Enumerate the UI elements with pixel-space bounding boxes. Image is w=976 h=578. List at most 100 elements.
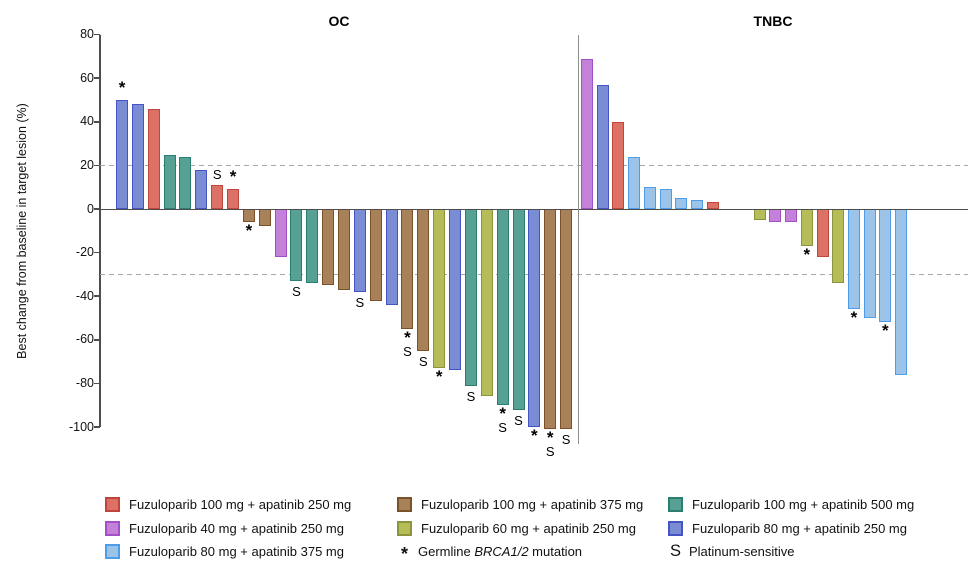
bar [785, 209, 798, 223]
panel-title-oc: OC [328, 13, 350, 29]
legend-item: Fuzuloparib 80 mg + apatinib 375 mg [105, 543, 344, 560]
legend-label: Germline BRCA1/2 mutation [418, 544, 582, 559]
bar [847, 209, 860, 310]
legend-label: Fuzuloparib 100 mg + apatinib 500 mg [692, 497, 915, 512]
platinum-sensitive-symbol: S [669, 542, 681, 560]
brca-mutation-flag: * [245, 221, 253, 241]
y-tick-mark [94, 339, 100, 341]
bar [353, 209, 366, 292]
bar [612, 121, 625, 209]
legend-label: Fuzuloparib 100 mg + apatinib 375 mg [421, 497, 644, 512]
bar [449, 209, 462, 371]
y-tick-label: -100 [68, 419, 94, 434]
bar [464, 209, 477, 386]
y-tick-mark [94, 382, 100, 385]
brca-mutation-flag: * [850, 308, 858, 328]
legend-swatch [105, 497, 120, 512]
bar [306, 209, 319, 284]
y-tick-label: -60 [75, 332, 94, 347]
legend-item: Fuzuloparib 80 mg + apatinib 250 mg [668, 520, 907, 537]
bar [258, 209, 271, 227]
legend-swatch [397, 497, 412, 512]
bar [581, 58, 593, 209]
bar [131, 104, 144, 209]
y-tick-label: 20 [80, 157, 94, 172]
bar [659, 189, 672, 209]
bar [628, 156, 641, 209]
legend-swatch [668, 520, 683, 536]
y-tick-label: 0 [87, 201, 94, 216]
bar [369, 209, 382, 301]
legend-item: Fuzuloparib 100 mg + apatinib 250 mg [105, 496, 351, 513]
y-tick-mark [94, 164, 100, 167]
y-tick-label: 80 [80, 27, 94, 42]
bar [832, 209, 845, 284]
bar [147, 108, 160, 209]
brca-mutation-flag: * [229, 167, 237, 187]
bar [211, 185, 224, 209]
bar [274, 209, 287, 257]
brca-mutation-flag: * [435, 367, 443, 387]
legend-item: * Germline BRCA1/2 mutation [397, 543, 582, 564]
legend-label: Platinum-sensitive [689, 544, 795, 559]
y-tick-label: -20 [75, 245, 94, 260]
panel-divider [578, 34, 579, 444]
legend-swatch [668, 497, 683, 512]
platinum-sensitive-flag: S [561, 432, 571, 448]
reference-line [100, 165, 968, 167]
bar [528, 209, 541, 427]
brca-mutation-flag: * [404, 327, 411, 347]
bar [179, 156, 192, 209]
platinum-sensitive-flag: S [292, 283, 301, 299]
legend-item: Fuzuloparib 60 mg + apatinib 250 mg [397, 520, 636, 537]
legend: Fuzuloparib 100 mg + apatinib 250 mg Fuzu… [0, 470, 976, 578]
bar [290, 209, 303, 281]
brca-mutation-flag: * [118, 78, 126, 97]
bar [769, 209, 782, 223]
brca-mutation-flag: * [546, 428, 554, 448]
panel-title-tnbc: TNBC [753, 13, 793, 29]
y-tick-label: 40 [80, 114, 94, 129]
brca-mutation-flag: * [881, 321, 889, 341]
legend-label-part: Germline [418, 544, 475, 559]
x-baseline [100, 208, 968, 210]
bar [433, 209, 446, 369]
y-tick-mark [94, 426, 100, 428]
bar [753, 209, 766, 220]
bar [480, 209, 493, 397]
legend-label: Fuzuloparib 100 mg + apatinib 250 mg [129, 497, 352, 512]
platinum-sensitive-flag: S [545, 444, 555, 460]
bar [116, 100, 128, 209]
bar [401, 209, 414, 329]
bar [643, 187, 656, 209]
brca-mutation-symbol: * [400, 544, 408, 564]
legend-label: Fuzuloparib 40 mg + apatinib 250 mg [129, 520, 344, 536]
bar [163, 154, 176, 209]
bar [863, 209, 876, 318]
bar [338, 209, 351, 290]
y-tick-label: -40 [75, 288, 94, 303]
y-tick-mark [94, 251, 100, 254]
legend-swatch [105, 544, 120, 559]
y-tick-mark [94, 33, 100, 36]
bar [227, 189, 240, 209]
y-tick-label: -80 [75, 375, 94, 390]
bar [879, 209, 892, 323]
platinum-sensitive-flag: S [403, 343, 412, 359]
legend-swatch [105, 520, 120, 536]
brca-mutation-flag: * [803, 245, 811, 265]
bar [512, 209, 525, 410]
bar [596, 84, 609, 209]
platinum-sensitive-flag: S [418, 353, 428, 369]
brca-mutation-flag: * [531, 426, 538, 445]
legend-swatch [397, 520, 412, 536]
legend-label: Fuzuloparib 80 mg + apatinib 375 mg [129, 544, 344, 559]
bar [385, 209, 398, 305]
legend-label-part: mutation [528, 544, 583, 559]
legend-item: Fuzuloparib 100 mg + apatinib 375 mg [397, 496, 643, 513]
platinum-sensitive-flag: S [514, 412, 523, 428]
bar [560, 209, 573, 430]
legend-item: Fuzuloparib 100 mg + apatinib 500 mg [668, 496, 914, 513]
bar [195, 169, 208, 209]
